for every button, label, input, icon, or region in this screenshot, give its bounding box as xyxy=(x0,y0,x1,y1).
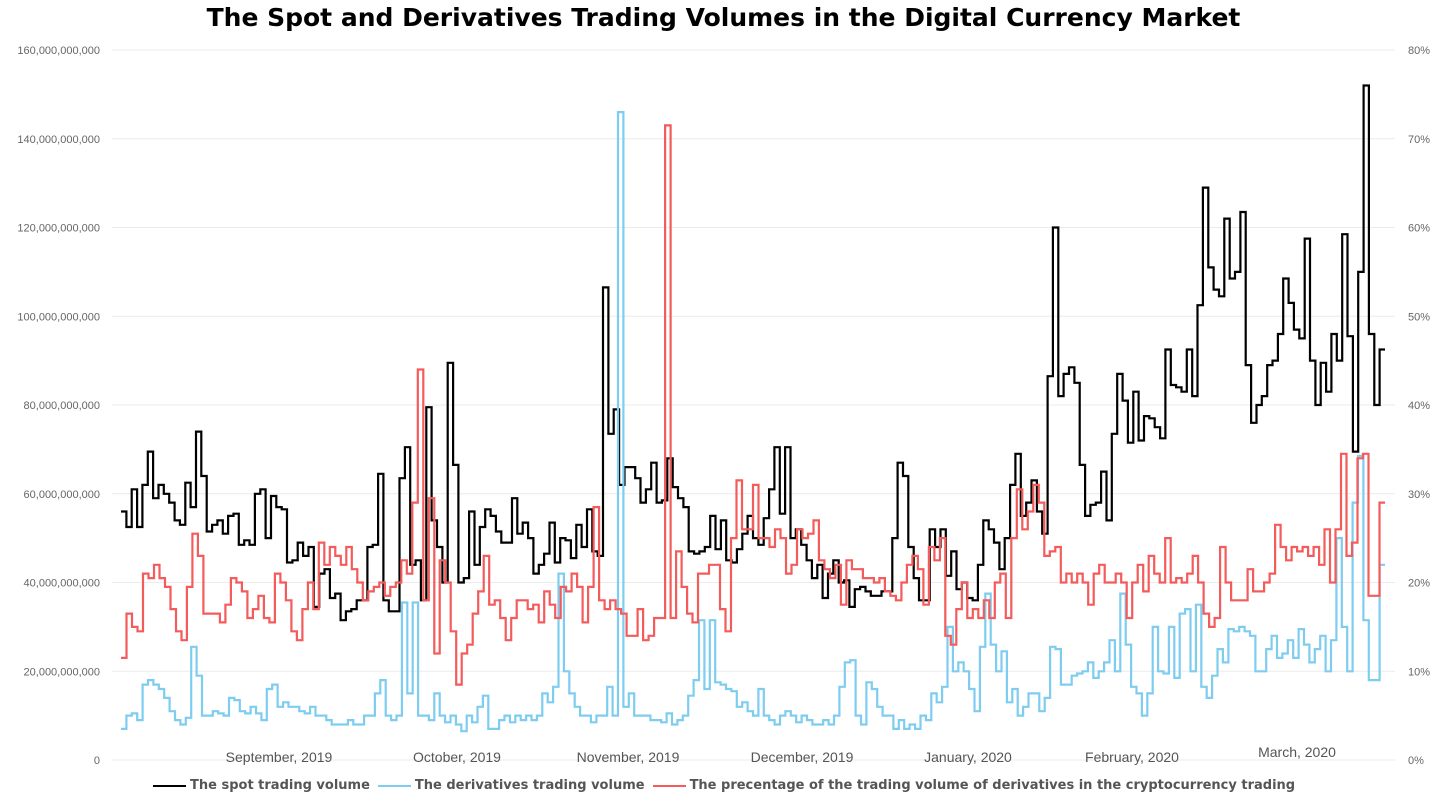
legend-swatch-derivatives xyxy=(377,784,411,787)
left-tick-label: 140,000,000,000 xyxy=(17,134,100,146)
right-tick-label: 0% xyxy=(1408,755,1424,767)
legend-swatch-percentage xyxy=(652,784,686,787)
left-tick-label: 80,000,000,000 xyxy=(24,400,100,412)
legend-swatch-spot xyxy=(153,784,186,787)
x-tick-label: January, 2020 xyxy=(924,749,1012,765)
x-axis: September, 2019 October, 2019 November, 20… xyxy=(226,744,1336,765)
right-tick-label: 80% xyxy=(1408,45,1430,57)
chart-title: The Spot and Derivatives Trading Volumes… xyxy=(206,3,1241,32)
line-chart: 0 20,000,000,000 40,000,000,000 60,000,000,… xyxy=(17,45,1430,767)
right-tick-label: 30% xyxy=(1408,489,1430,501)
legend-item-spot[interactable]: The spot trading volume xyxy=(153,778,370,793)
right-tick-label: 70% xyxy=(1408,134,1430,146)
right-tick-label: 10% xyxy=(1408,666,1430,678)
legend-label-derivatives: The derivatives trading volume xyxy=(414,778,645,793)
legend-label-percentage: The precentage of the trading volume of … xyxy=(689,778,1296,793)
x-tick-label: October, 2019 xyxy=(413,749,501,765)
x-tick-label: March, 2020 xyxy=(1258,744,1336,760)
gridlines xyxy=(112,49,1395,761)
x-tick-label: September, 2019 xyxy=(226,749,333,765)
left-tick-label: 160,000,000,000 xyxy=(17,45,100,57)
left-axis: 0 20,000,000,000 40,000,000,000 60,000,000,… xyxy=(17,45,100,767)
left-tick-label: 40,000,000,000 xyxy=(24,578,100,590)
right-axis: 0% 10% 20% 30% 40% 50% 60% 70% 80% xyxy=(1408,45,1430,767)
legend-item-percentage[interactable]: The precentage of the trading volume of … xyxy=(652,778,1296,793)
x-tick-label: February, 2020 xyxy=(1085,749,1179,765)
x-tick-label: November, 2019 xyxy=(577,749,680,765)
left-tick-label: 60,000,000,000 xyxy=(24,489,100,501)
left-tick-label: 100,000,000,000 xyxy=(17,311,100,323)
derivatives-percentage-line xyxy=(121,124,1385,686)
legend-item-derivatives[interactable]: The derivatives trading volume xyxy=(377,778,645,793)
legend: The spot trading volume The derivatives … xyxy=(153,778,1303,793)
series-lines xyxy=(121,84,1385,733)
left-tick-label: 120,000,000,000 xyxy=(17,223,100,235)
legend-label-spot: The spot trading volume xyxy=(190,778,370,793)
derivatives-volume-line xyxy=(121,111,1385,733)
right-tick-label: 40% xyxy=(1408,400,1430,412)
right-tick-label: 20% xyxy=(1408,578,1430,590)
spot-volume-line xyxy=(121,84,1385,622)
x-tick-label: December, 2019 xyxy=(751,749,854,765)
right-tick-label: 60% xyxy=(1408,223,1430,235)
left-tick-label: 20,000,000,000 xyxy=(24,666,100,678)
left-tick-label: 0 xyxy=(94,755,100,767)
right-tick-label: 50% xyxy=(1408,311,1430,323)
